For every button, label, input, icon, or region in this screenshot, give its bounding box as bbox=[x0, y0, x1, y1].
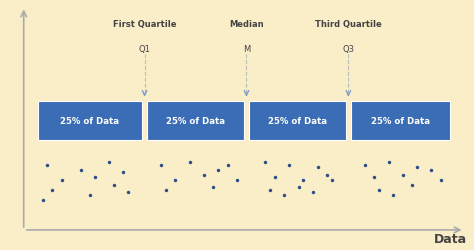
Text: Data: Data bbox=[434, 232, 467, 245]
Text: M: M bbox=[243, 45, 250, 54]
Text: Third Quartile: Third Quartile bbox=[315, 20, 382, 29]
Text: Q3: Q3 bbox=[342, 45, 355, 54]
FancyBboxPatch shape bbox=[351, 101, 450, 140]
Text: 25% of Data: 25% of Data bbox=[268, 116, 327, 125]
FancyBboxPatch shape bbox=[249, 101, 346, 140]
Text: First Quartile: First Quartile bbox=[113, 20, 176, 29]
Text: 25% of Data: 25% of Data bbox=[371, 116, 430, 125]
FancyBboxPatch shape bbox=[38, 101, 142, 140]
Text: 25% of Data: 25% of Data bbox=[166, 116, 225, 125]
Text: 25% of Data: 25% of Data bbox=[60, 116, 119, 125]
Text: Median: Median bbox=[229, 20, 264, 29]
FancyBboxPatch shape bbox=[147, 101, 244, 140]
Text: Q1: Q1 bbox=[138, 45, 151, 54]
